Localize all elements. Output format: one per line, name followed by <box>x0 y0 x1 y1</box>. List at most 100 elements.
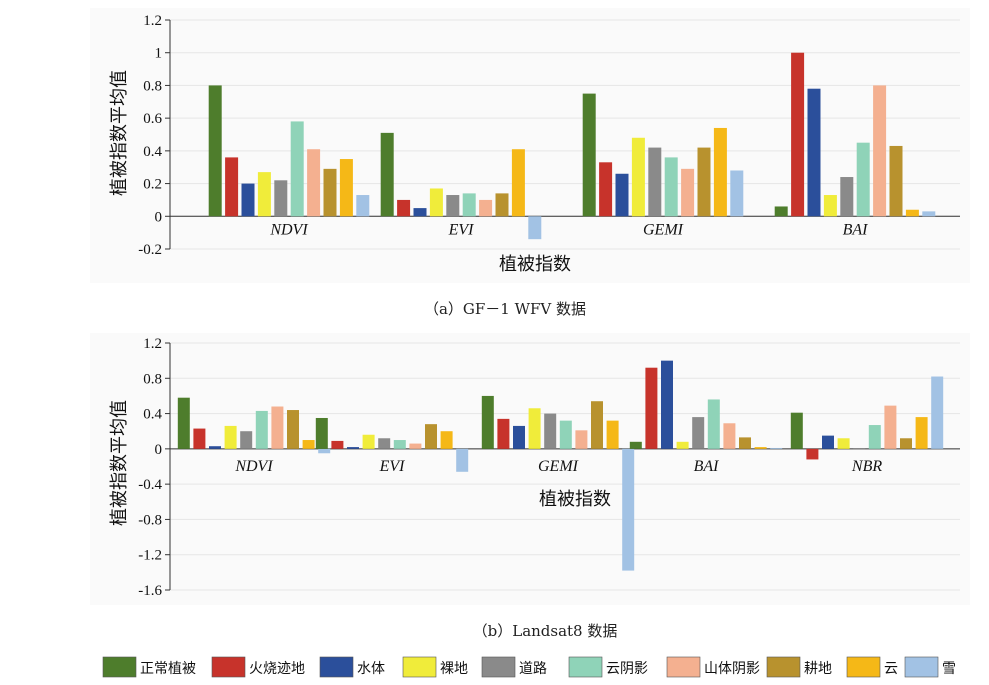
bar <box>559 420 572 449</box>
y-tick-label: -1.6 <box>138 583 162 599</box>
legend-swatch <box>211 656 246 678</box>
category-label: NBR <box>851 458 882 475</box>
bar <box>240 431 253 449</box>
chart-b: 1.2 0.8 0.4 0 -0.4 -0.8 -1.2 -1.6 NDVI EVI GEMI BA… <box>90 333 970 640</box>
legend-swatch <box>666 656 701 678</box>
bar <box>599 162 613 217</box>
bar <box>378 438 391 449</box>
bar <box>339 159 353 217</box>
chart-a-x-axis-label: 植被指数 <box>499 254 571 275</box>
bar <box>629 441 642 449</box>
chart-b-x-axis-label: 植被指数 <box>539 489 611 510</box>
bar <box>271 406 284 449</box>
bar <box>290 121 304 217</box>
bar <box>840 177 854 217</box>
bar <box>582 93 596 217</box>
legend-label: 山体阴影 <box>704 661 760 677</box>
bar <box>791 52 805 217</box>
bar <box>362 434 375 449</box>
y-tick-label: -1.2 <box>138 548 162 564</box>
bar <box>889 145 903 217</box>
chart-a-y-ticks: 1.2 1 0.8 0.6 0.4 0.2 0 -0.2 <box>138 13 170 258</box>
bar <box>497 418 510 449</box>
bar <box>922 211 936 217</box>
bar <box>208 85 222 217</box>
bar <box>884 405 897 449</box>
y-tick-label: 1.2 <box>143 13 162 29</box>
chart-b-bars <box>177 360 944 571</box>
y-tick-label: 0.6 <box>143 111 162 127</box>
bar <box>645 367 658 449</box>
category-label: EVI <box>448 221 475 238</box>
bar <box>413 208 427 217</box>
bar <box>331 440 344 449</box>
chart-a: 1.2 1 0.8 0.6 0.4 0.2 0 -0.2 NDVI EVI GEMI BAI 植被指… <box>90 8 970 318</box>
bar <box>511 149 525 217</box>
bar <box>931 376 944 449</box>
bar <box>274 180 288 217</box>
bar <box>513 425 525 449</box>
bar <box>209 446 221 449</box>
bar <box>323 168 337 217</box>
legend-label: 云 <box>884 661 898 677</box>
bar <box>915 417 928 449</box>
legend-swatch <box>766 656 801 678</box>
bar <box>822 435 834 449</box>
bar <box>806 448 819 460</box>
category-label: GEMI <box>643 221 684 238</box>
bar <box>807 88 821 217</box>
bar <box>356 195 370 217</box>
bar <box>544 413 557 449</box>
bar <box>257 172 271 217</box>
bar <box>456 448 469 472</box>
bar <box>664 157 678 217</box>
bar <box>754 447 767 449</box>
category-label: EVI <box>379 458 406 475</box>
bar <box>615 173 629 217</box>
bar <box>528 216 542 240</box>
bar <box>837 438 850 449</box>
legend-label: 水体 <box>357 661 385 677</box>
chart-a-category-labels: NDVI EVI GEMI BAI <box>269 221 868 238</box>
bar <box>648 147 662 217</box>
bar <box>739 437 751 449</box>
category-label: BAI <box>694 458 720 475</box>
bar <box>606 420 619 449</box>
y-tick-label: 0.4 <box>143 144 162 160</box>
bar <box>697 147 711 217</box>
y-tick-label: 0.4 <box>143 407 162 423</box>
legend-label: 正常植被 <box>140 661 196 677</box>
bar <box>873 85 887 217</box>
legend-swatch <box>402 656 437 678</box>
y-tick-label: 0 <box>155 442 163 458</box>
bar <box>429 188 443 217</box>
legend-swatch <box>319 656 354 678</box>
bar <box>575 430 588 449</box>
legend-label: 道路 <box>519 661 547 677</box>
chart-b-y-axis-label: 植被指数平均值 <box>109 400 130 526</box>
bar <box>425 424 437 449</box>
bar <box>823 195 837 217</box>
chart-a-y-axis-label: 植被指数平均值 <box>109 70 130 196</box>
bar <box>707 399 720 449</box>
bar <box>723 423 736 449</box>
legend-label: 云阴影 <box>606 661 648 677</box>
bar <box>528 408 541 449</box>
chart-b-y-ticks: 1.2 0.8 0.4 0 -0.4 -0.8 -1.2 -1.6 <box>138 336 170 599</box>
bar <box>713 127 727 217</box>
category-label: NDVI <box>269 221 308 238</box>
y-tick-label: -0.2 <box>138 242 162 258</box>
bar <box>302 440 315 449</box>
chart-a-caption: （a）GF－1 WFV 数据 <box>424 300 586 318</box>
chart-b-caption: （b）Landsat8 数据 <box>473 622 618 640</box>
y-tick-label: 1 <box>155 46 163 62</box>
bar <box>622 448 635 571</box>
y-tick-label: 0.8 <box>143 371 162 387</box>
bar <box>307 149 321 217</box>
chart-b-background <box>90 333 970 605</box>
bar <box>790 412 803 449</box>
bar <box>495 193 509 217</box>
bar <box>177 397 190 449</box>
bar <box>730 170 744 217</box>
